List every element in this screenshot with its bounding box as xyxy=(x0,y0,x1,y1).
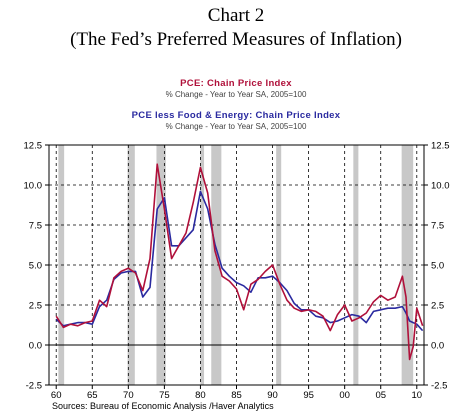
legend-pce-name: PCE: Chain Price Index xyxy=(180,78,292,89)
x-tick-label: 85 xyxy=(231,390,242,401)
series-line-core xyxy=(55,190,424,332)
legend-core-name: PCE less Food & Energy: Chain Price Inde… xyxy=(131,110,341,121)
y-tick-label-left: 2.5 xyxy=(29,301,42,312)
legend-core-unit: % Change - Year to Year SA, 2005=100 xyxy=(165,122,307,131)
y-tick-label-right: 12.5 xyxy=(431,141,450,152)
x-tick-label: 90 xyxy=(267,390,278,401)
y-tick-label-right: 0.0 xyxy=(431,341,444,352)
y-tick-label-right: 10.0 xyxy=(431,181,450,192)
y-tick-label-left: 12.5 xyxy=(24,141,43,152)
legend-core: PCE less Food & Energy: Chain Price Inde… xyxy=(0,110,472,131)
plot-frame xyxy=(48,144,425,386)
x-tick-label: 00 xyxy=(339,390,350,401)
y-tick-label-left: 0.0 xyxy=(29,341,42,352)
chart-title: Chart 2 xyxy=(207,5,265,26)
x-tick-label: 60 xyxy=(51,390,62,401)
y-tick-label-right: 7.5 xyxy=(431,221,444,232)
recession-band-7 xyxy=(401,145,414,385)
recession-band-2 xyxy=(156,145,166,385)
recession-band-1 xyxy=(127,145,135,385)
y-tick-label-left: 10.0 xyxy=(24,181,43,192)
series-lines xyxy=(55,163,424,361)
y-tick-label-left: 7.5 xyxy=(29,221,42,232)
recession-band-4 xyxy=(211,145,222,385)
axes: -2.5 -2.5 0.0 0.0 2.5 2.5 5.0 5.0 7.5 7.5 10.0 10.0… xyxy=(24,141,450,402)
recession-band-3 xyxy=(200,145,205,385)
x-tick-label: 70 xyxy=(123,390,134,401)
x-tick-label: 65 xyxy=(87,390,98,401)
x-tick-label: 95 xyxy=(303,390,314,401)
y-tick-label-right: 2.5 xyxy=(431,301,444,312)
grid-lines xyxy=(49,145,424,385)
y-tick-label-left: 5.0 xyxy=(29,261,42,272)
x-tick-label: 80 xyxy=(195,390,206,401)
y-tick-label-left: -2.5 xyxy=(26,381,42,392)
y-tick-label-right: -2.5 xyxy=(431,381,447,392)
source-note: Sources: Bureau of Economic Analysis /Ha… xyxy=(52,401,274,411)
chart-subtitle: (The Fed’s Preferred Measures of Inflati… xyxy=(70,29,402,50)
legend-pce-unit: % Change - Year to Year SA, 2005=100 xyxy=(165,90,307,99)
y-tick-label-right: 5.0 xyxy=(431,261,444,272)
x-tick-label: 75 xyxy=(159,390,170,401)
x-tick-label: 05 xyxy=(375,390,386,401)
x-tick-label: 10 xyxy=(411,390,422,401)
legend-pce: PCE: Chain Price Index % Change - Year t… xyxy=(0,78,472,99)
series-line-pce xyxy=(55,163,424,361)
